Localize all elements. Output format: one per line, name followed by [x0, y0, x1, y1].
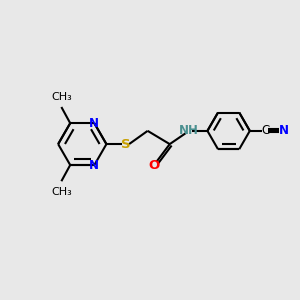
- Text: CH₃: CH₃: [51, 92, 72, 102]
- Text: NH: NH: [179, 124, 199, 137]
- Text: O: O: [148, 159, 160, 172]
- Text: CH₃: CH₃: [51, 187, 72, 196]
- Text: N: N: [278, 124, 288, 137]
- Text: C: C: [261, 124, 269, 137]
- Text: N: N: [89, 158, 99, 172]
- Text: S: S: [121, 138, 130, 151]
- Text: N: N: [89, 117, 99, 130]
